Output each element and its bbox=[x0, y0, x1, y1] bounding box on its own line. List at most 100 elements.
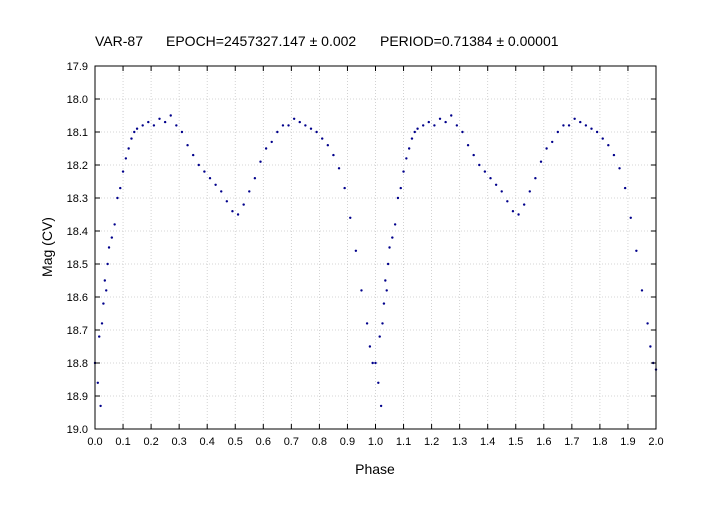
data-point bbox=[478, 163, 481, 167]
data-point bbox=[635, 249, 638, 252]
data-point bbox=[556, 130, 560, 134]
data-point bbox=[135, 127, 139, 130]
data-point bbox=[534, 177, 537, 180]
title-epoch: EPOCH=2457327.147 ± 0.002 bbox=[166, 33, 356, 49]
y-tick-label: 18.3 bbox=[67, 193, 88, 205]
data-point bbox=[601, 137, 604, 140]
y-tick-label: 18.2 bbox=[67, 160, 88, 172]
data-point bbox=[253, 177, 257, 180]
data-point bbox=[354, 249, 358, 252]
data-point bbox=[304, 124, 307, 127]
data-point bbox=[147, 120, 150, 124]
data-point bbox=[517, 213, 520, 216]
x-tick-label: 1.3 bbox=[452, 436, 467, 448]
data-point bbox=[321, 137, 324, 140]
x-tick-label: 2.0 bbox=[648, 436, 663, 448]
data-point bbox=[158, 117, 161, 121]
data-point bbox=[427, 120, 430, 124]
y-tick-label: 18.8 bbox=[67, 358, 88, 370]
data-point bbox=[220, 190, 223, 193]
data-point bbox=[511, 210, 515, 213]
data-point bbox=[539, 160, 543, 163]
data-point bbox=[100, 322, 104, 325]
data-point bbox=[130, 137, 133, 140]
data-point bbox=[368, 345, 372, 348]
data-point bbox=[141, 124, 144, 127]
data-point bbox=[405, 157, 408, 160]
data-point bbox=[377, 381, 380, 384]
x-tick-label: 1.9 bbox=[620, 436, 635, 448]
data-point bbox=[264, 147, 268, 150]
data-point bbox=[506, 200, 509, 203]
data-point bbox=[629, 216, 632, 219]
x-tick-label: 1.0 bbox=[368, 436, 383, 448]
data-point bbox=[433, 124, 436, 127]
data-point bbox=[315, 130, 318, 134]
data-point bbox=[96, 381, 100, 384]
data-point bbox=[438, 117, 442, 121]
x-axis-label: Phase bbox=[355, 461, 395, 477]
y-tick-label: 18.9 bbox=[67, 391, 88, 403]
data-point bbox=[494, 183, 498, 186]
x-axis: 0.0 0.1 0.2 0.3 0.4 0.5 0.6 0.7 0.8 0.9 1.0 1.1 1.2 1… bbox=[87, 66, 664, 448]
x-tick-label: 0.7 bbox=[284, 436, 299, 448]
data-point bbox=[385, 289, 388, 292]
data-point bbox=[551, 140, 554, 144]
y-tick-label: 18.7 bbox=[67, 325, 88, 337]
data-point bbox=[371, 361, 374, 365]
data-point bbox=[343, 186, 346, 190]
data-point bbox=[106, 262, 109, 266]
data-point bbox=[152, 124, 156, 127]
x-tick-label: 0.8 bbox=[312, 436, 327, 448]
x-tick-label: 1.7 bbox=[564, 436, 579, 448]
data-point bbox=[105, 289, 108, 292]
data-point bbox=[393, 223, 397, 226]
data-point bbox=[191, 153, 195, 157]
data-point bbox=[421, 124, 425, 127]
data-point bbox=[292, 117, 296, 121]
y-tick-label: 19.0 bbox=[67, 424, 88, 436]
data-point bbox=[410, 137, 414, 140]
data-point bbox=[248, 190, 251, 193]
x-tick-label: 0.4 bbox=[200, 436, 215, 448]
data-point bbox=[450, 114, 453, 117]
data-point bbox=[113, 223, 116, 226]
data-point bbox=[309, 127, 313, 130]
data-point bbox=[466, 144, 470, 147]
title-period: PERIOD=0.71384 ± 0.00001 bbox=[380, 33, 559, 49]
data-point bbox=[332, 153, 335, 157]
data-point bbox=[573, 117, 576, 121]
x-tick-label: 0.3 bbox=[172, 436, 187, 448]
data-point bbox=[107, 246, 111, 249]
data-point bbox=[197, 163, 200, 167]
data-point bbox=[396, 196, 400, 200]
data-point bbox=[590, 127, 593, 130]
data-point bbox=[500, 190, 503, 193]
y-axis-label: Mag (CV) bbox=[39, 217, 55, 277]
data-point bbox=[595, 130, 599, 134]
x-tick-label: 1.6 bbox=[536, 436, 551, 448]
y-tick-label: 18.1 bbox=[67, 127, 88, 139]
data-point bbox=[121, 170, 125, 173]
data-point bbox=[455, 124, 459, 127]
x-tick-label: 0.9 bbox=[340, 436, 355, 448]
x-tick-label: 1.4 bbox=[480, 436, 495, 448]
chart-title: VAR-87 EPOCH=2457327.147 ± 0.002 PERIOD=… bbox=[95, 33, 559, 49]
data-point bbox=[386, 262, 390, 266]
data-point bbox=[337, 167, 341, 170]
y-tick-label: 18.4 bbox=[67, 226, 88, 238]
data-point bbox=[528, 190, 531, 193]
data-point bbox=[169, 114, 172, 117]
data-point bbox=[349, 216, 352, 219]
data-point bbox=[298, 120, 301, 124]
data-point bbox=[180, 130, 184, 134]
data-point bbox=[360, 289, 363, 292]
data-point bbox=[407, 147, 411, 150]
title-object-name: VAR-87 bbox=[95, 33, 143, 49]
data-point bbox=[579, 120, 582, 124]
x-tick-label: 1.8 bbox=[592, 436, 607, 448]
data-point bbox=[186, 144, 189, 147]
data-point bbox=[444, 120, 447, 124]
x-tick-label: 1.2 bbox=[424, 436, 439, 448]
data-point bbox=[127, 147, 130, 150]
